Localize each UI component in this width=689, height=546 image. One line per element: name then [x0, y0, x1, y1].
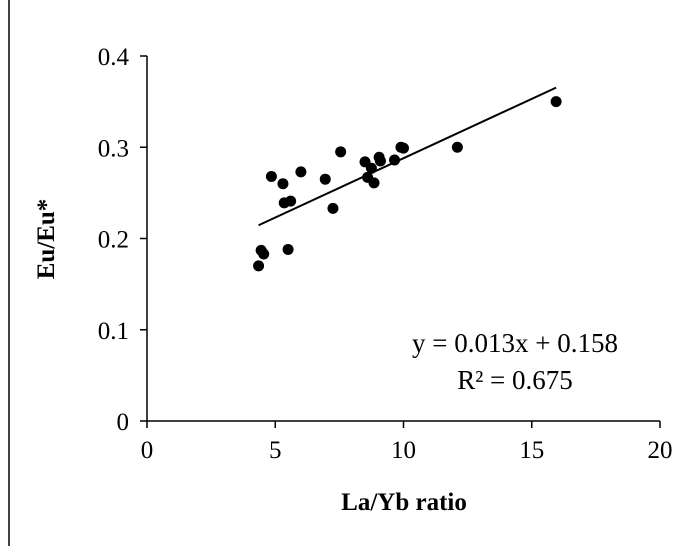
chart-border [9, 0, 689, 546]
data-point [366, 163, 377, 174]
data-point [327, 203, 338, 214]
x-axis-title: La/Yb ratio [341, 489, 467, 516]
x-tick-label: 0 [141, 437, 154, 464]
data-point [398, 143, 409, 154]
r-squared-annotation: R² = 0.675 [457, 365, 573, 395]
data-point [283, 244, 294, 255]
data-point [266, 171, 277, 182]
data-point [253, 260, 264, 271]
y-tick-label: 0.3 [98, 135, 129, 162]
data-point [551, 96, 562, 107]
data-point [375, 155, 386, 166]
y-tick-label: 0.1 [98, 318, 129, 345]
y-tick-label: 0 [117, 409, 130, 436]
data-point [258, 249, 269, 260]
y-tick-label: 0.2 [98, 227, 129, 254]
data-point [452, 142, 463, 153]
data-point [277, 178, 288, 189]
y-tick-label: 0.4 [98, 44, 130, 71]
x-tick-label: 20 [648, 437, 673, 464]
data-point [285, 196, 296, 207]
data-point [369, 177, 380, 188]
y-axis-title: Eu/Eu* [33, 199, 60, 280]
equation-annotation: y = 0.013x + 0.158 [412, 328, 618, 358]
x-tick-label: 5 [269, 437, 282, 464]
data-point [335, 146, 346, 157]
data-point [295, 166, 306, 177]
x-tick-label: 15 [519, 437, 544, 464]
x-tick-label: 10 [391, 437, 416, 464]
data-point [320, 174, 331, 185]
data-point [389, 155, 400, 166]
